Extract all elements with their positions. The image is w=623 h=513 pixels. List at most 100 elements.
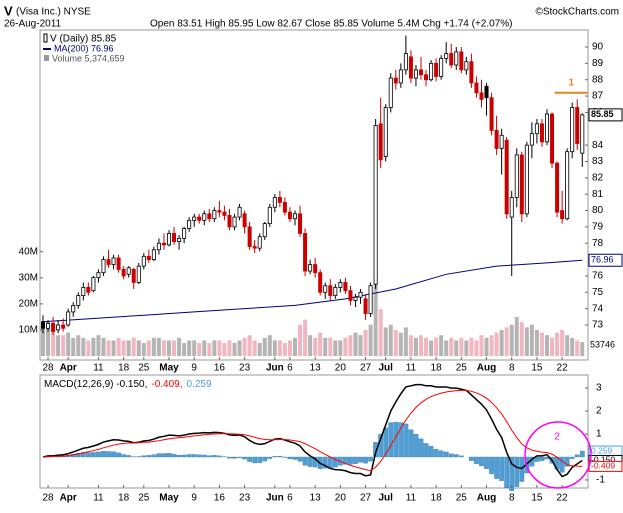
x-tick-label: May (159, 493, 179, 504)
macd-histogram-bar (121, 454, 126, 458)
candle-body (464, 61, 469, 71)
volume-bar (161, 340, 166, 357)
candle-body (343, 282, 348, 292)
volume-bar (192, 340, 197, 357)
macd-histogram-bar (448, 453, 454, 458)
volume-bar (126, 340, 131, 357)
legend-icon (43, 33, 48, 43)
macd-histogram-bar (151, 454, 157, 458)
volume-bar (363, 330, 368, 357)
volume-bar (187, 340, 192, 357)
candle-body (539, 123, 544, 143)
quote: Open 83.51 High 85.95 Low 82.67 Close 85… (150, 19, 512, 30)
candle-body (378, 123, 383, 161)
macd-histogram-bar (509, 456, 515, 491)
macd-histogram-bar (433, 449, 439, 458)
volume-bar (534, 330, 539, 357)
volume-bar (348, 335, 353, 357)
candle-body (131, 269, 136, 283)
volume-bar (293, 337, 297, 357)
x-tick-label: 20 (335, 363, 347, 374)
candle-body (403, 53, 408, 71)
value-tag-box (588, 253, 623, 267)
x-tick-label: 8 (509, 363, 515, 374)
candle-body (408, 56, 413, 79)
candle-body (61, 324, 66, 329)
candle-body (46, 322, 51, 329)
macd-histogram-bar (232, 456, 237, 459)
macd-histogram-bar (181, 454, 187, 458)
candle-body (202, 213, 207, 221)
volume-bar (343, 337, 348, 357)
price-tick-label: 87 (592, 91, 604, 102)
candle-body (71, 304, 76, 313)
volume-bar (141, 343, 146, 357)
macd-histogram-bar (257, 456, 263, 463)
volume-bar (429, 340, 434, 357)
macd-histogram-bar (227, 456, 232, 459)
macd-histogram-bar (111, 451, 116, 458)
macd-layer (42, 383, 585, 491)
macd-histogram-bar (368, 456, 373, 462)
legend-icon (44, 55, 49, 61)
volume-bar (252, 340, 257, 357)
macd-histogram-bar (96, 451, 101, 458)
volume-bar (565, 335, 570, 357)
volume-bar (56, 335, 61, 357)
macd-histogram-bar (569, 456, 575, 459)
price-tick-label: 74 (592, 303, 604, 314)
volume-bar (232, 343, 237, 357)
macd-histogram-bar (408, 429, 414, 458)
price-tick-label: 76 (592, 271, 604, 282)
candle-body (287, 211, 292, 220)
macd-histogram-bar (196, 454, 202, 458)
x-tick-label: 27 (360, 363, 372, 374)
candle-body (388, 77, 393, 108)
volume-bar (96, 335, 101, 357)
volume-bar (207, 343, 212, 357)
macd-histogram-bar (212, 455, 217, 458)
macd-histogram-bar (156, 453, 162, 458)
macd-histogram-bar (539, 456, 545, 461)
value-tag: 0.259 (591, 445, 613, 455)
candle-body (217, 210, 222, 213)
candle-body (116, 257, 121, 270)
x-tick-label: Aug (477, 493, 496, 504)
volume-bar (237, 340, 242, 357)
macd-histogram-bar (453, 454, 459, 458)
company: (Visa Inc.) NYSE (16, 7, 91, 18)
value-tag: -0.409 (591, 461, 615, 471)
volume-bar (424, 337, 429, 357)
candle-body (172, 233, 177, 243)
volume-bar (434, 337, 439, 357)
volume-bar (539, 332, 544, 357)
macd-histogram-bar (474, 456, 479, 464)
macd-tick-label: 3 (596, 383, 602, 394)
macd-histogram-bar (267, 456, 273, 459)
value-tag: 85.85 (591, 109, 614, 119)
volume-bar (323, 337, 328, 357)
price-tick-label: 89 (592, 58, 604, 69)
volume-bar (277, 340, 282, 357)
x-tick-label: 18 (118, 493, 130, 504)
x-tick-label: May (159, 363, 179, 374)
date: 26-Aug-2011 (4, 19, 62, 30)
candle-body (156, 242, 161, 251)
volume-bar (287, 340, 292, 357)
annotation-label: 2 (554, 432, 560, 443)
candle-body (242, 213, 247, 228)
volume-bar (388, 324, 393, 357)
macd-histogram-bar (458, 455, 464, 458)
macd-histogram-bar (403, 423, 409, 458)
volume-bar (509, 324, 514, 357)
volume-bar (76, 335, 81, 357)
candle-body (182, 228, 187, 239)
macd-histogram-bar (504, 456, 510, 488)
volume-bar (555, 332, 560, 357)
x-tick-label: 11 (93, 493, 104, 504)
candle-body (257, 236, 262, 249)
volume-bar (267, 335, 272, 357)
macd-histogram-bar (161, 453, 167, 458)
label-layer: 10M20M30M40M5374673747576787980818283848… (19, 33, 623, 504)
